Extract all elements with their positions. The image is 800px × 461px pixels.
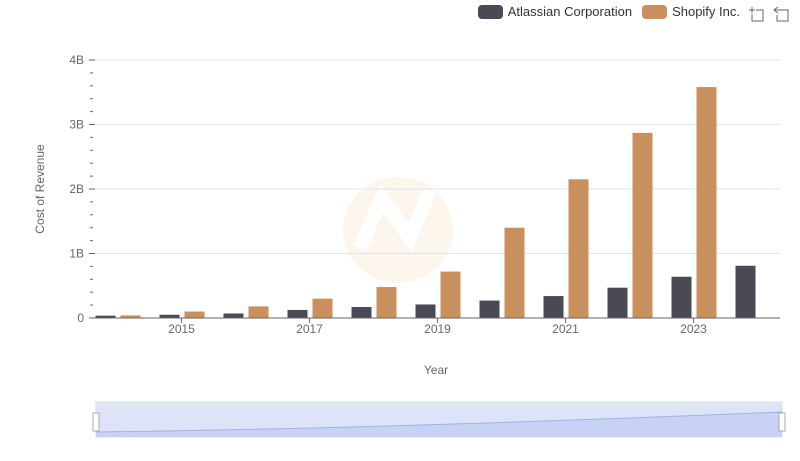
watermark-logo xyxy=(343,177,453,283)
bar-shopify-2020[interactable] xyxy=(504,227,525,318)
bar-atlassian-2021[interactable] xyxy=(543,296,564,318)
x-tick-label: 2017 xyxy=(296,322,323,336)
bar-shopify-2022[interactable] xyxy=(632,132,653,318)
legend-label: Atlassian Corporation xyxy=(507,4,633,19)
bar-atlassian-2018[interactable] xyxy=(351,307,372,318)
restore-icon[interactable] xyxy=(773,6,789,22)
legend: Atlassian Corporation Shopify Inc. xyxy=(468,4,740,19)
bar-atlassian-2016[interactable] xyxy=(223,313,244,318)
y-tick-label: 3B xyxy=(69,118,84,132)
slider-handle-left[interactable] xyxy=(92,412,100,432)
bar-shopify-2019[interactable] xyxy=(440,271,461,318)
legend-swatch xyxy=(642,4,668,19)
bar-atlassian-2024[interactable] xyxy=(735,265,756,318)
bar-shopify-2023[interactable] xyxy=(696,87,717,318)
legend-label: Shopify Inc. xyxy=(672,4,740,19)
bar-atlassian-2020[interactable] xyxy=(479,300,500,318)
y-tick-label: 2B xyxy=(69,182,84,196)
legend-swatch xyxy=(477,4,503,19)
bar-atlassian-2017[interactable] xyxy=(287,309,308,318)
bar-atlassian-2019[interactable] xyxy=(415,304,436,318)
data-zoom-slider[interactable] xyxy=(92,401,786,438)
y-tick-label: 4B xyxy=(69,53,84,67)
zoom-icon[interactable] xyxy=(748,6,764,22)
bar-shopify-2014[interactable] xyxy=(120,315,141,318)
legend-item-atlassian[interactable]: Atlassian Corporation xyxy=(477,4,633,19)
legend-item-shopify[interactable]: Shopify Inc. xyxy=(642,4,740,19)
y-tick-label: 1B xyxy=(69,247,84,261)
x-tick-label: 2015 xyxy=(168,322,195,336)
bar-atlassian-2023[interactable] xyxy=(671,276,692,318)
x-tick-label: 2023 xyxy=(680,322,707,336)
bar-atlassian-2014[interactable] xyxy=(95,315,116,318)
bar-shopify-2021[interactable] xyxy=(568,179,589,318)
y-axis-title: Cost of Revenue xyxy=(33,144,47,234)
x-axis-title: Year xyxy=(424,363,448,377)
bar-shopify-2017[interactable] xyxy=(312,298,333,318)
slider-handle-right[interactable] xyxy=(778,412,786,432)
bar-atlassian-2022[interactable] xyxy=(607,287,628,318)
x-tick-label: 2021 xyxy=(552,322,579,336)
y-tick-label: 0 xyxy=(77,311,84,325)
x-tick-label: 2019 xyxy=(424,322,451,336)
bar-shopify-2015[interactable] xyxy=(184,311,205,318)
bar-atlassian-2015[interactable] xyxy=(159,314,180,318)
bar-shopify-2018[interactable] xyxy=(376,287,397,318)
bar-shopify-2016[interactable] xyxy=(248,306,269,318)
